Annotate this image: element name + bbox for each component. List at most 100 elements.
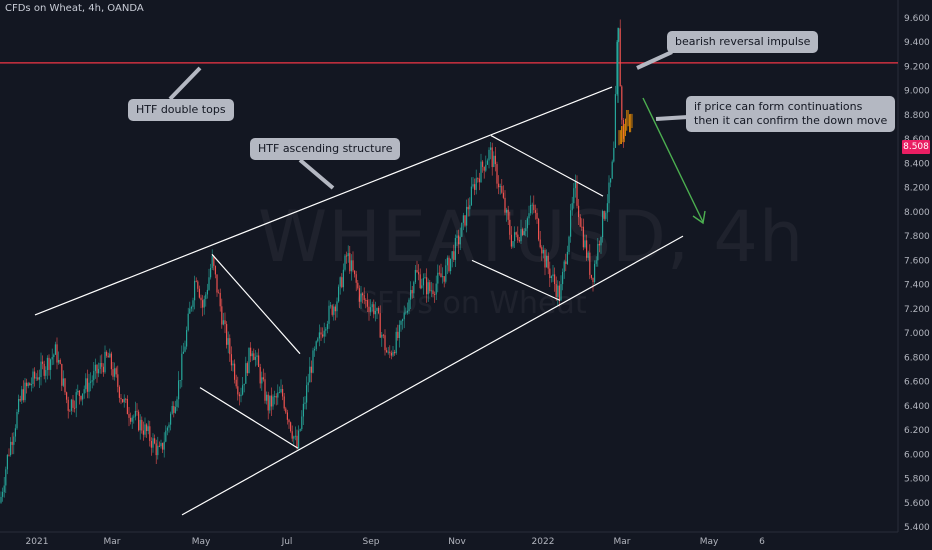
- candle-body: [290, 422, 292, 432]
- candle-body: [366, 300, 368, 307]
- candle-body: [82, 393, 84, 400]
- candle-body: [514, 232, 516, 242]
- candle-body: [616, 41, 618, 95]
- candle-body: [168, 424, 170, 428]
- trendline-pullback-2-top[interactable]: [490, 135, 604, 197]
- candle-body: [515, 232, 517, 235]
- candle-body: [192, 300, 194, 307]
- candle-body: [46, 357, 48, 371]
- candle-body: [118, 386, 120, 398]
- candle-body: [374, 310, 376, 315]
- candle-body: [256, 355, 258, 357]
- candle-body: [546, 255, 548, 268]
- candle-body: [80, 395, 82, 400]
- candle-body: [254, 356, 256, 360]
- trendline-pullback-1-top[interactable]: [211, 253, 301, 355]
- candle-body: [146, 424, 148, 431]
- candle-body: [523, 231, 525, 235]
- candle-body: [309, 366, 311, 383]
- candle-body: [133, 416, 135, 418]
- y-tick-label: 5.400: [904, 523, 930, 533]
- candle-body: [0, 496, 2, 503]
- callout-bearish-reversal[interactable]: bearish reversal impulse: [667, 31, 819, 53]
- candle-body: [62, 378, 64, 386]
- candle-body: [88, 382, 90, 392]
- candle-body: [509, 219, 511, 235]
- candle-body: [170, 413, 172, 425]
- candle-body: [610, 178, 612, 183]
- candle-body: [206, 289, 208, 295]
- candle-body: [400, 320, 402, 325]
- candle-body: [595, 260, 597, 264]
- candle-body: [397, 331, 399, 339]
- x-tick-label: Jul: [281, 537, 293, 547]
- y-tick-label: 8.800: [904, 111, 930, 121]
- candle-body: [42, 361, 44, 364]
- callout-ascending-structure[interactable]: HTF ascending structure: [250, 138, 401, 160]
- candle-body: [136, 410, 138, 412]
- candle-body: [358, 288, 360, 302]
- candle-body: [608, 182, 610, 204]
- trendline-pullback-1-bottom[interactable]: [199, 387, 299, 449]
- trendline-pullback-2-bottom[interactable]: [471, 259, 561, 301]
- candle-body: [566, 251, 568, 264]
- candle-body: [72, 399, 74, 408]
- candle-body: [277, 392, 279, 398]
- candle-body: [126, 399, 128, 415]
- candle-body: [453, 251, 455, 260]
- candle-body: [219, 292, 221, 307]
- candle-body: [322, 334, 324, 337]
- x-tick-label: 2021: [26, 537, 49, 547]
- candle-body: [19, 398, 21, 401]
- candle-body: [178, 380, 180, 400]
- callout-pointer-bearish: [636, 50, 673, 70]
- trendline-channel-lower[interactable]: [181, 235, 684, 516]
- candle-body: [253, 353, 255, 360]
- candle-body: [26, 382, 28, 387]
- candle-body: [482, 161, 484, 167]
- callout-double-tops[interactable]: HTF double tops: [128, 99, 234, 121]
- candle-body: [230, 354, 232, 366]
- y-tick-label: 8.000: [904, 208, 930, 218]
- candle-body: [74, 407, 76, 409]
- candle-body: [298, 430, 300, 449]
- candle-body: [406, 310, 408, 313]
- trendline-channel-upper[interactable]: [34, 86, 613, 316]
- candle-body: [272, 396, 274, 407]
- x-tick-label: Mar: [104, 537, 121, 547]
- candle-body: [266, 394, 268, 401]
- candle-body: [426, 277, 428, 295]
- candle-body: [466, 206, 468, 226]
- candle-body: [246, 363, 248, 374]
- candle-body: [64, 378, 66, 393]
- candle-body: [216, 274, 218, 293]
- candle-body: [114, 368, 116, 377]
- candle-body: [286, 412, 288, 420]
- candle-body: [622, 119, 624, 139]
- candle-body: [198, 288, 200, 298]
- candle-body: [323, 330, 325, 337]
- candle-body: [384, 335, 386, 351]
- candle-body: [539, 239, 541, 248]
- candle-body: [10, 441, 12, 456]
- candle-body: [408, 299, 410, 311]
- callout-pointer-ascending: [298, 158, 335, 190]
- callout-continuation[interactable]: if price can form continuations then it …: [686, 96, 896, 132]
- candle-body: [235, 379, 237, 387]
- candle-body: [251, 353, 253, 357]
- down-arrow-line[interactable]: [642, 97, 704, 223]
- candle-body: [347, 253, 349, 257]
- candle-body: [16, 411, 18, 429]
- candle-body: [285, 408, 287, 413]
- candle-body: [250, 347, 252, 357]
- candle-body: [403, 312, 405, 320]
- candle-body: [8, 454, 10, 456]
- candle-body: [483, 166, 485, 171]
- candle-body: [352, 260, 354, 271]
- candle-body: [213, 256, 215, 267]
- candle-body: [613, 147, 615, 162]
- candle-body: [450, 258, 452, 272]
- candle-body: [464, 215, 466, 226]
- candle-body: [152, 438, 154, 448]
